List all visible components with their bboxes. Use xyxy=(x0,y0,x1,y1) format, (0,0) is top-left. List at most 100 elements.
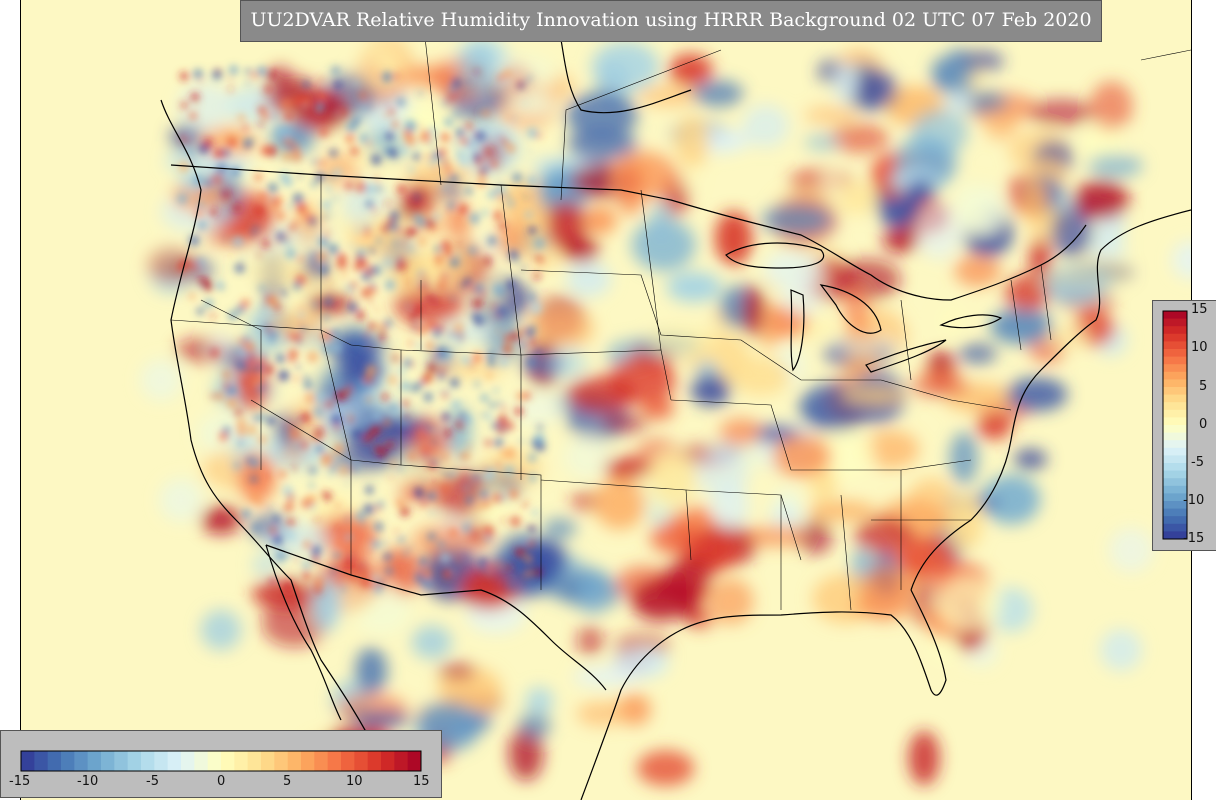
colorbar-step xyxy=(381,751,395,771)
humidity-speckle xyxy=(312,159,318,165)
humidity-speckle xyxy=(196,257,206,267)
baja-coastline xyxy=(265,544,342,721)
humidity-speckle xyxy=(246,80,251,85)
humidity-speckle xyxy=(452,384,457,388)
humidity-speckle xyxy=(369,282,376,289)
humidity-speckle xyxy=(363,503,375,515)
humidity-speckle xyxy=(522,391,531,400)
colorbar-step xyxy=(1163,516,1187,525)
humidity-speckle xyxy=(389,404,395,410)
humidity-blob xyxy=(687,452,751,493)
humidity-speckle xyxy=(490,160,498,168)
humidity-speckle xyxy=(201,278,210,287)
colorbar-step xyxy=(261,751,275,771)
humidity-speckle xyxy=(340,585,346,592)
humidity-speckle xyxy=(442,100,448,106)
humidity-speckle xyxy=(502,69,513,80)
humidity-speckle xyxy=(330,329,340,338)
humidity-speckle xyxy=(285,248,297,259)
humidity-speckle xyxy=(488,401,496,409)
colorbar-step xyxy=(34,751,49,771)
humidity-speckle xyxy=(399,380,411,392)
humidity-speckle xyxy=(315,392,326,403)
humidity-speckle xyxy=(227,134,233,141)
humidity-speckle xyxy=(435,255,442,262)
high-innovation-area xyxy=(1073,180,1129,220)
humidity-speckle xyxy=(220,189,226,195)
colorbar-step xyxy=(287,751,302,771)
humidity-speckle xyxy=(515,547,526,558)
humidity-speckle xyxy=(528,453,537,462)
humidity-speckle xyxy=(295,364,301,370)
humidity-speckle xyxy=(455,128,465,138)
humidity-speckle xyxy=(242,124,249,131)
humidity-speckle xyxy=(312,301,320,309)
humidity-speckle xyxy=(499,450,507,458)
humidity-speckle xyxy=(232,203,242,213)
humidity-speckle xyxy=(457,342,462,347)
humidity-speckle xyxy=(513,257,520,264)
humidity-speckle xyxy=(322,491,332,501)
humidity-speckle xyxy=(315,153,319,157)
humidity-speckle xyxy=(269,338,274,343)
humidity-speckle xyxy=(450,568,455,573)
humidity-speckle xyxy=(324,85,328,89)
humidity-blob xyxy=(945,90,973,114)
humidity-speckle xyxy=(293,219,300,226)
humidity-speckle xyxy=(399,147,407,155)
colorbar-step xyxy=(101,751,115,771)
colorbar-step xyxy=(407,751,422,771)
humidity-blob xyxy=(572,666,642,687)
humidity-speckle xyxy=(493,283,504,295)
humidity-blob xyxy=(490,55,557,98)
map-area[interactable] xyxy=(20,0,1192,800)
humidity-speckle xyxy=(496,462,501,467)
humidity-speckle xyxy=(333,80,343,90)
humidity-speckle xyxy=(429,509,435,515)
humidity-speckle xyxy=(245,68,252,75)
colorbar-step xyxy=(1163,409,1187,418)
humidity-speckle xyxy=(427,492,436,501)
humidity-blob xyxy=(853,70,899,111)
colorbar-step xyxy=(1163,364,1187,373)
humidity-speckle xyxy=(393,241,398,246)
humidity-speckle xyxy=(440,483,450,493)
humidity-speckle xyxy=(369,299,374,304)
humidity-speckle xyxy=(443,428,452,437)
humidity-speckle xyxy=(339,466,348,475)
humidity-speckle xyxy=(501,243,505,247)
humidity-blob xyxy=(675,115,710,169)
humidity-speckle xyxy=(462,452,471,461)
humidity-speckle xyxy=(474,110,479,115)
hcbar-tick: -10 xyxy=(77,774,99,789)
humidity-speckle xyxy=(449,377,460,388)
humidity-speckle xyxy=(370,154,382,166)
humidity-speckle xyxy=(358,257,368,267)
humidity-speckle xyxy=(193,69,203,79)
humidity-speckle xyxy=(282,453,286,458)
state-lines xyxy=(170,0,1191,611)
humidity-blob xyxy=(594,476,646,530)
humidity-blob xyxy=(842,286,870,330)
humidity-blob xyxy=(858,567,908,622)
humidity-speckle xyxy=(500,361,504,365)
humidity-speckle xyxy=(341,274,346,279)
humidity-speckle xyxy=(522,501,529,508)
humidity-speckle xyxy=(266,415,277,426)
humidity-speckle xyxy=(258,120,264,127)
humidity-blob xyxy=(734,446,770,468)
humidity-speckle xyxy=(524,326,536,338)
ocean-spot xyxy=(159,478,203,522)
humidity-speckle xyxy=(537,424,543,431)
humidity-speckle xyxy=(241,509,251,519)
humidity-speckle xyxy=(503,427,508,432)
humidity-speckle xyxy=(284,112,293,121)
colorbar-step xyxy=(1163,326,1187,335)
humidity-speckle xyxy=(472,153,481,162)
humidity-blob xyxy=(266,311,324,339)
humidity-speckle xyxy=(302,571,311,580)
humidity-speckle xyxy=(197,220,207,230)
humidity-speckle xyxy=(258,351,262,355)
humidity-speckle xyxy=(368,247,375,254)
humidity-speckle xyxy=(205,179,212,186)
